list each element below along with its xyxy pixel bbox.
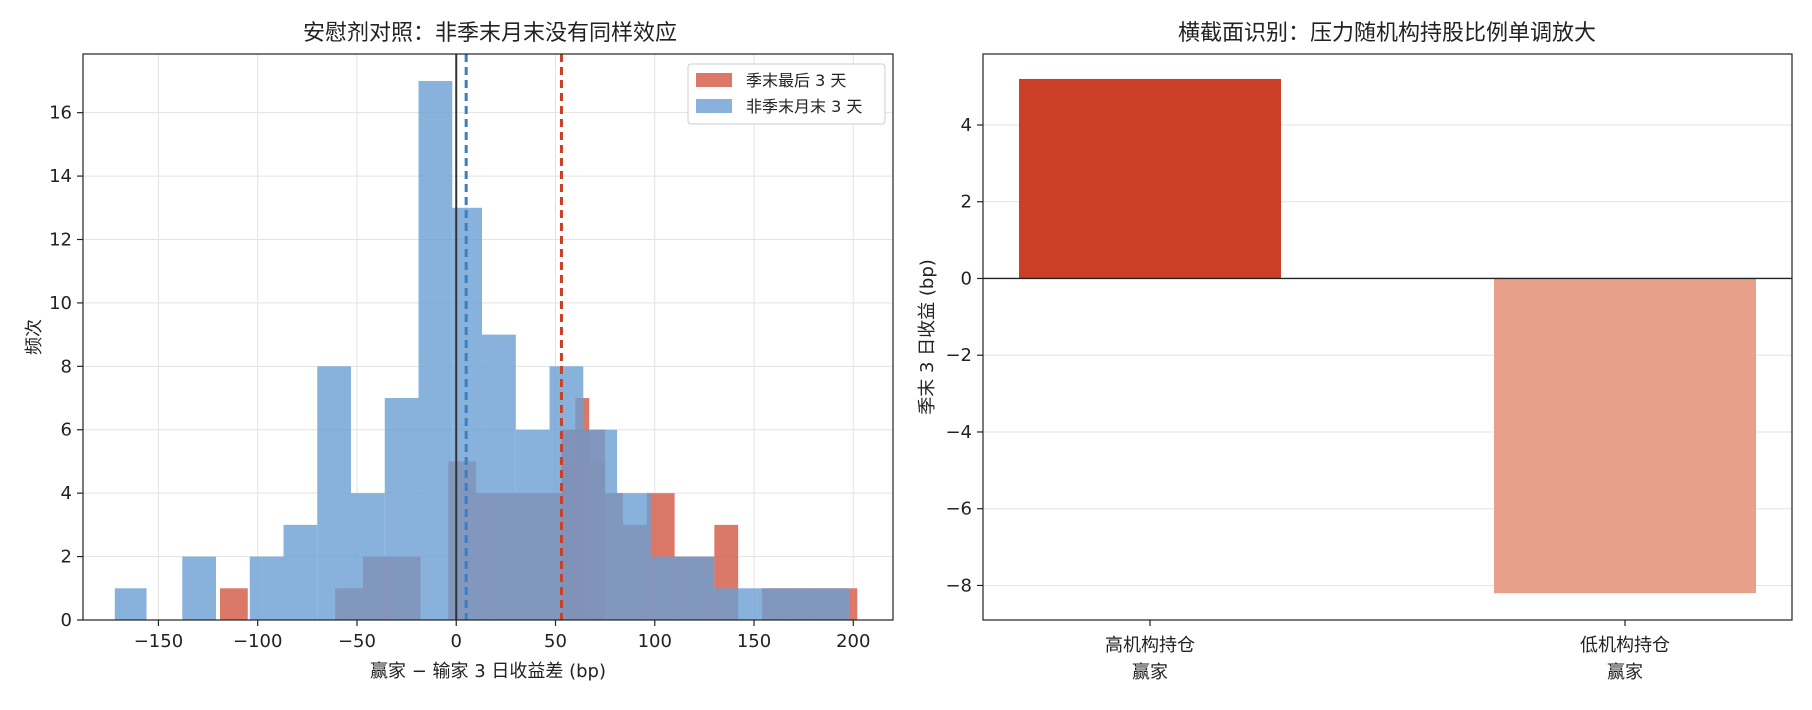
histogram-bar-month-end xyxy=(617,493,651,620)
histogram-x-ticks: −150 −100 −50 0 50 100 150 200 xyxy=(134,620,870,652)
bar-title: 横截面识别：压力随机构持股比例单调放大 xyxy=(1178,21,1596,46)
bar-y-tick-label: 4 xyxy=(961,115,972,136)
histogram-y-tick-label: 16 xyxy=(49,103,72,124)
bar-x-tick-label: 赢家 xyxy=(1607,661,1643,683)
histogram-y-ticks: 0 2 4 6 8 10 12 14 16 xyxy=(49,103,83,631)
bar-y-tick-label: 2 xyxy=(961,192,972,213)
histogram-bar-month-end xyxy=(781,588,816,620)
histogram-reference-lines xyxy=(455,54,563,620)
histogram-y-tick-label: 14 xyxy=(49,166,72,187)
histogram-bar-month-end xyxy=(384,398,419,620)
bar-1 xyxy=(1494,278,1756,594)
bar-y-label: 季末 3 日收益 (bp) xyxy=(917,259,938,415)
histogram-y-tick-label: 4 xyxy=(61,483,72,504)
histogram-x-tick-label: 100 xyxy=(638,631,672,652)
legend-swatch-quarter-end xyxy=(696,73,732,87)
histogram-y-tick-label: 0 xyxy=(61,610,72,631)
histogram-bar-month-end xyxy=(482,334,516,620)
bar-y-tick-label: −8 xyxy=(945,575,972,596)
histogram-x-tick-label: 150 xyxy=(737,631,771,652)
histogram-bar-month-end xyxy=(515,429,550,620)
histogram-x-tick-label: 200 xyxy=(836,631,870,652)
bar-y-tick-label: −4 xyxy=(945,422,972,443)
histogram-bar-quarter-end xyxy=(853,588,858,620)
bar-x-tick-label: 赢家 xyxy=(1132,661,1168,683)
histogram-title: 安慰剂对照：非季末月末没有同样效应 xyxy=(303,21,677,46)
histogram-y-tick-label: 2 xyxy=(61,547,72,568)
bar-y-ticks: 4 2 0 −2 −4 −6 −8 xyxy=(945,115,983,596)
bar-x-tick-label: 低机构持仓 xyxy=(1580,635,1670,656)
histogram-bar-month-end xyxy=(650,556,685,620)
bar-y-tick-label: −2 xyxy=(945,345,972,366)
histogram-bar-month-end xyxy=(283,524,318,620)
histogram-y-tick-label: 12 xyxy=(49,229,72,250)
bar-y-tick-label: 0 xyxy=(961,268,972,289)
histogram-bar-month-end xyxy=(583,429,618,620)
legend-label-quarter-end: 季末最后 3 天 xyxy=(746,71,846,90)
histogram-bar-month-end xyxy=(317,366,352,620)
histogram-bar-quarter-end xyxy=(219,588,248,620)
bar-axes-frame xyxy=(982,53,1793,621)
histogram-y-tick-label: 8 xyxy=(61,356,72,377)
bar-series xyxy=(1019,78,1756,594)
histogram-bar-month-end xyxy=(752,588,782,620)
histogram-panel: 安慰剂对照：非季末月末没有同样效应 −150 −100 −50 0 50 100 150 20… xyxy=(24,21,894,682)
histogram-bar-month-end xyxy=(114,588,147,620)
histogram-x-tick-label: 0 xyxy=(451,631,462,652)
histogram-bar-month-end xyxy=(249,556,284,620)
histogram-y-tick-label: 10 xyxy=(49,293,72,314)
histogram-x-label: 赢家 − 输家 3 日收益差 (bp) xyxy=(370,660,606,682)
legend-swatch-month-end xyxy=(696,99,732,113)
histogram-axes-frame xyxy=(82,53,894,621)
histogram-y-tick-label: 6 xyxy=(61,420,72,441)
bar-0 xyxy=(1019,78,1281,279)
histogram-bar-month-end xyxy=(351,493,385,620)
histogram-y-label: 频次 xyxy=(24,319,45,355)
legend-label-month-end: 非季末月末 3 天 xyxy=(746,97,862,116)
histogram-bar-month-end xyxy=(714,588,753,620)
histogram-bar-month-end xyxy=(182,556,217,620)
histogram-x-tick-label: −100 xyxy=(233,631,282,652)
histogram-x-tick-label: 50 xyxy=(544,631,567,652)
histogram-bar-month-end xyxy=(549,366,584,620)
histogram-legend: 季末最后 3 天 非季末月末 3 天 xyxy=(687,63,886,125)
histogram-bar-month-end xyxy=(815,588,850,620)
histogram-x-tick-label: −50 xyxy=(338,631,376,652)
histogram-series-month-end xyxy=(114,80,850,620)
histogram-bar-month-end xyxy=(418,80,453,620)
histogram-x-tick-label: −150 xyxy=(134,631,183,652)
bar-y-tick-label: −6 xyxy=(945,499,972,520)
histogram-bar-month-end xyxy=(684,556,715,620)
bar-x-tick-label: 高机构持仓 xyxy=(1105,635,1195,656)
